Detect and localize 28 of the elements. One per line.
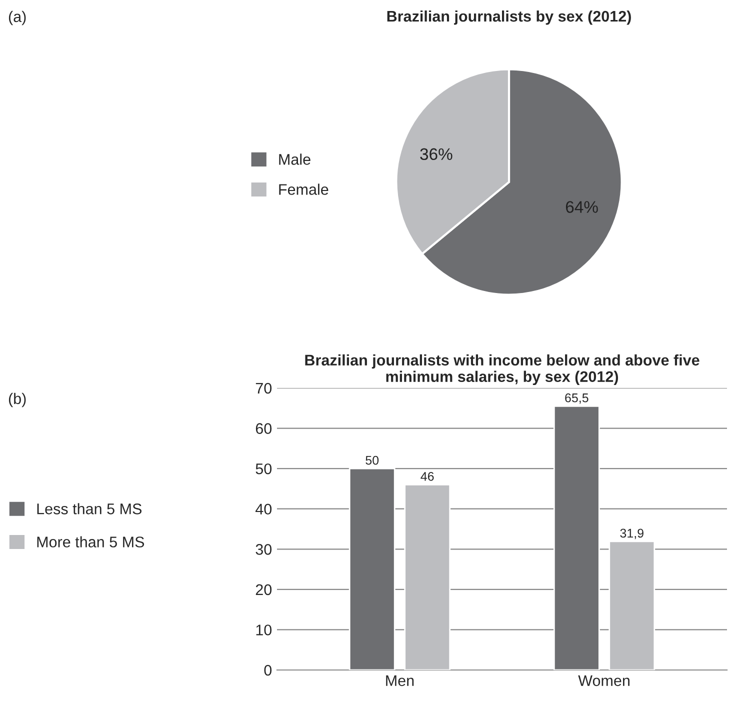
x-tick-label: Women xyxy=(578,675,630,686)
data-label: 50 xyxy=(366,456,379,465)
data-label: 31,9 xyxy=(620,528,644,540)
chart-title: Brazilian journalists by sex (2012) xyxy=(387,10,631,25)
y-tick-label: 40 xyxy=(256,504,272,515)
y-tick-label: 0 xyxy=(264,664,272,676)
text: (b) xyxy=(8,392,26,408)
x-tick-label: Men xyxy=(386,675,414,686)
y-tick-label: 50 xyxy=(256,463,272,474)
bar xyxy=(348,468,396,670)
legend-label: Female xyxy=(279,184,328,195)
y-tick-label: 60 xyxy=(256,423,272,434)
bar xyxy=(608,540,656,670)
data-label: 36% xyxy=(420,148,452,160)
y-tick-label: 10 xyxy=(256,624,272,636)
y-tick-label: 20 xyxy=(256,584,272,596)
legend-label: More than 5 MS xyxy=(37,536,144,548)
data-label: 64% xyxy=(566,201,598,213)
legend-label: Male xyxy=(279,154,310,165)
text: (a) xyxy=(8,10,26,26)
bar xyxy=(404,484,451,670)
bar xyxy=(553,405,600,670)
y-tick-label: 70 xyxy=(256,382,272,394)
chart-title: Brazilian journalists with income below and above five minimum salaries, by sex (2012) xyxy=(305,354,700,386)
y-tick-label: 30 xyxy=(256,544,272,555)
legend-label: Less than 5 MS xyxy=(37,503,142,514)
data-label: 46 xyxy=(420,472,434,481)
data-label: 65,5 xyxy=(565,393,588,404)
